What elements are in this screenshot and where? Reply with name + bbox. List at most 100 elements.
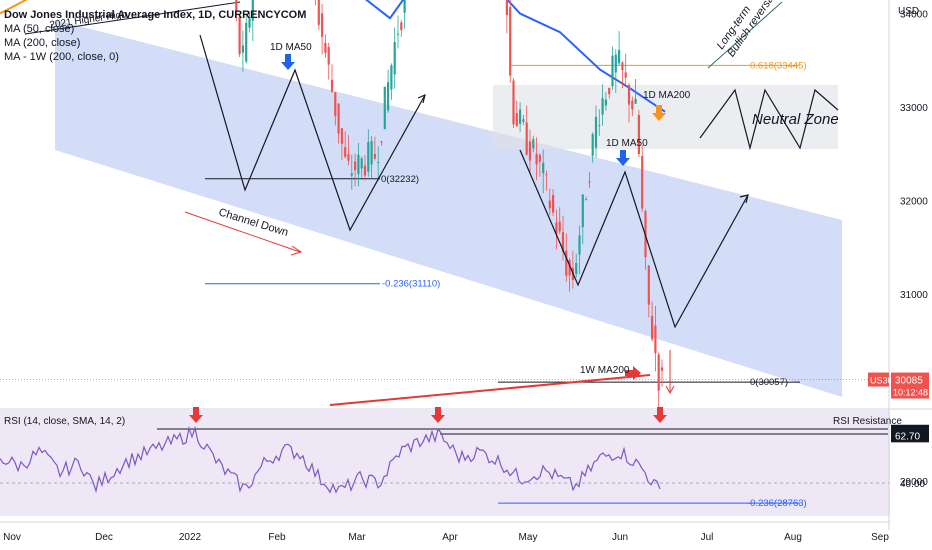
candle-body — [363, 165, 367, 176]
candle-body — [651, 315, 654, 340]
candle-body — [618, 49, 621, 64]
candle-body — [321, 13, 324, 37]
projection-drop-arrowhead — [665, 385, 675, 395]
candle-body — [561, 232, 565, 252]
annotation-rsi-resistance: RSI Resistance — [833, 416, 902, 427]
price-tick-label: 34000 — [900, 10, 928, 21]
time-tick-label: 2022 — [179, 532, 202, 543]
fib-level-label: -0.236(31110) — [382, 279, 440, 290]
legend-ma50[interactable]: MA (50, close) — [4, 23, 75, 35]
candle-body — [245, 23, 248, 62]
time-tick-label: Sep — [871, 532, 889, 543]
candle-body — [641, 155, 644, 209]
candle-body — [654, 325, 657, 354]
candle-body — [340, 128, 343, 144]
neutral-zone-box — [493, 85, 838, 149]
symbol-tag — [868, 372, 889, 387]
candle-body — [350, 173, 353, 176]
candle-body — [598, 125, 601, 127]
candle-body — [354, 161, 357, 171]
time-tick-label: Aug — [784, 532, 802, 543]
projection-path — [699, 88, 839, 151]
candle-body — [512, 80, 515, 125]
legend-ma-weekly[interactable]: MA - 1W (200, close, 0) — [4, 51, 119, 63]
time-tick-label: Nov — [3, 532, 21, 543]
ma50-line — [365, 0, 666, 113]
time-tick-label: Jul — [701, 532, 714, 543]
arrows-layer — [184, 54, 675, 423]
candle-body — [525, 122, 528, 155]
moving-averages-layer — [0, 0, 666, 113]
rsi-pane-band — [0, 410, 890, 516]
candle-body — [390, 65, 393, 90]
candle-body — [337, 103, 340, 134]
projection-arrowhead — [739, 194, 749, 204]
rsi-resistance-value: 62.70 — [895, 431, 920, 442]
channel-down-arrow — [184, 211, 301, 253]
ma-weekly-line — [329, 374, 651, 406]
candle-body — [558, 221, 561, 232]
candle-body — [538, 155, 541, 162]
candle-body — [621, 62, 624, 71]
current-price-tag — [891, 372, 929, 399]
annotation-neutral-zone: Neutral Zone — [752, 111, 839, 128]
candle-body — [370, 140, 373, 165]
candle-body — [548, 200, 551, 209]
price-tick-label: 32000 — [900, 197, 928, 208]
higher-high-trendline — [24, 1, 241, 35]
candle-body — [581, 194, 584, 228]
candle-body — [532, 139, 535, 149]
projection-paths-layer — [199, 1, 839, 329]
candle-body — [235, 0, 238, 11]
rsi-label: RSI (14, close, SMA, 14, 2) — [4, 416, 125, 427]
time-tick-label: May — [519, 532, 538, 543]
candle-body — [608, 87, 611, 94]
legend-ma200[interactable]: MA (200, close) — [4, 37, 81, 49]
candle-body — [324, 42, 327, 54]
fib-level-label: 0(32232) — [381, 174, 419, 185]
annotation-ma50-1: 1D MA50 — [270, 42, 312, 53]
candle-body — [552, 195, 555, 213]
candle-body — [509, 7, 512, 76]
candle-body — [241, 45, 244, 53]
rsi-peak-arrow — [431, 407, 445, 423]
candle-body — [515, 113, 518, 127]
bullish-reversal-arrow — [707, 1, 783, 69]
candle-body — [565, 250, 568, 276]
ma200-arrow — [652, 105, 666, 121]
candle-body — [367, 141, 370, 172]
candle-body — [660, 367, 664, 371]
projection-arrowhead — [417, 93, 426, 104]
candle-body — [317, 0, 320, 25]
candle-body — [393, 42, 396, 75]
price-tick-label: 31000 — [900, 290, 928, 301]
candle-body — [611, 55, 614, 87]
candle-body — [347, 154, 350, 161]
projection-path — [519, 149, 749, 329]
candle-body — [357, 154, 360, 175]
candle-body — [542, 162, 545, 174]
candle-body — [360, 158, 363, 169]
rsi-resistance-tag — [891, 428, 929, 443]
candle-body — [377, 161, 380, 163]
candle-body — [403, 0, 406, 13]
annotation-1w-ma200: 1W MA200 — [580, 365, 630, 376]
candle-body — [591, 134, 594, 156]
fib-level-label: -0.236(28763) — [747, 498, 807, 509]
time-tick-label: Jun — [612, 532, 628, 543]
candle-body — [522, 119, 525, 122]
candle-body — [585, 199, 588, 201]
candle-body — [327, 46, 330, 65]
candle-body — [251, 0, 254, 21]
fib-level-label: 0.618(33445) — [750, 60, 807, 71]
candle-body — [624, 72, 627, 78]
rsi-line — [0, 425, 661, 494]
price-tick-label: 33000 — [900, 103, 928, 114]
current-price-value: 30085 — [895, 376, 923, 387]
candle-body — [647, 265, 650, 305]
candle-body — [614, 54, 617, 73]
candle-body — [555, 222, 558, 235]
indicator-legend: Dow Jones Industrial Average Index, 1D, … — [4, 8, 306, 64]
candle-body — [373, 154, 376, 159]
annotation-ma50-2: 1D MA50 — [606, 138, 648, 149]
